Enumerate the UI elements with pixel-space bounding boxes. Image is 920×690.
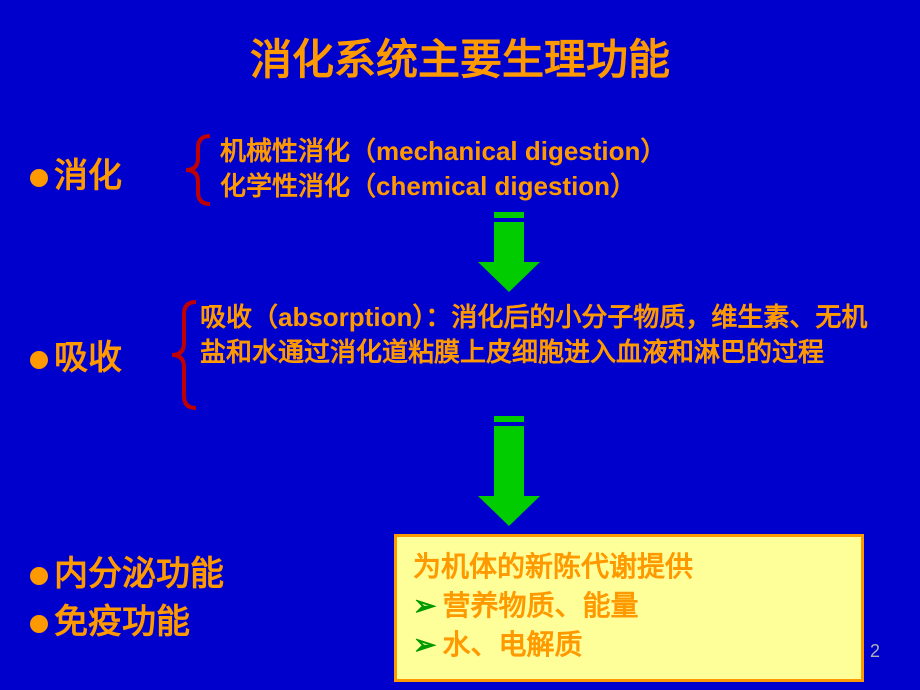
slide: 消化系统主要生理功能 消化吸收内分泌功能免疫功能 机械性消化（mechanica… — [0, 0, 920, 690]
bullet-item: 消化 — [30, 148, 122, 197]
absorption-detail: 吸收（absorption）：消化后的小分子物质，维生素、无机盐和水通过消化道粘… — [200, 300, 890, 370]
callout-box: 为机体的新陈代谢提供 ➢营养物质、能量 ➢水、电解质 — [394, 534, 864, 682]
brace-icon — [160, 134, 210, 206]
callout-line-3: ➢水、电解质 — [413, 625, 845, 664]
triangle-bullet-icon: ➢ — [413, 629, 436, 660]
bullet-label-text: 消化 — [54, 157, 122, 195]
bullet-dot-icon — [30, 169, 48, 187]
down-arrow-icon — [478, 416, 540, 526]
bullet-dot-icon — [30, 615, 48, 633]
down-arrow-icon — [478, 212, 540, 292]
bullet-label-text: 吸收 — [54, 339, 122, 377]
bullet-item: 免疫功能 — [30, 594, 190, 643]
callout-line-2: ➢营养物质、能量 — [413, 586, 845, 625]
slide-title: 消化系统主要生理功能 — [0, 26, 920, 87]
bullet-item: 吸收 — [30, 330, 122, 379]
callout-line-1: 为机体的新陈代谢提供 — [413, 547, 845, 586]
brace-icon — [160, 300, 196, 410]
bullet-dot-icon — [30, 567, 48, 585]
bullet-item: 内分泌功能 — [30, 546, 224, 595]
digestion-line-1: 机械性消化（mechanical digestion） — [220, 134, 666, 169]
bullet-dot-icon — [30, 351, 48, 369]
bullet-label-text: 免疫功能 — [54, 603, 190, 641]
triangle-bullet-icon: ➢ — [413, 590, 436, 621]
digestion-line-2: 化学性消化（chemical digestion） — [220, 169, 666, 204]
digestion-detail: 机械性消化（mechanical digestion） 化学性消化（chemic… — [220, 134, 666, 204]
bullet-label-text: 内分泌功能 — [54, 555, 224, 593]
page-number: 2 — [870, 641, 880, 662]
